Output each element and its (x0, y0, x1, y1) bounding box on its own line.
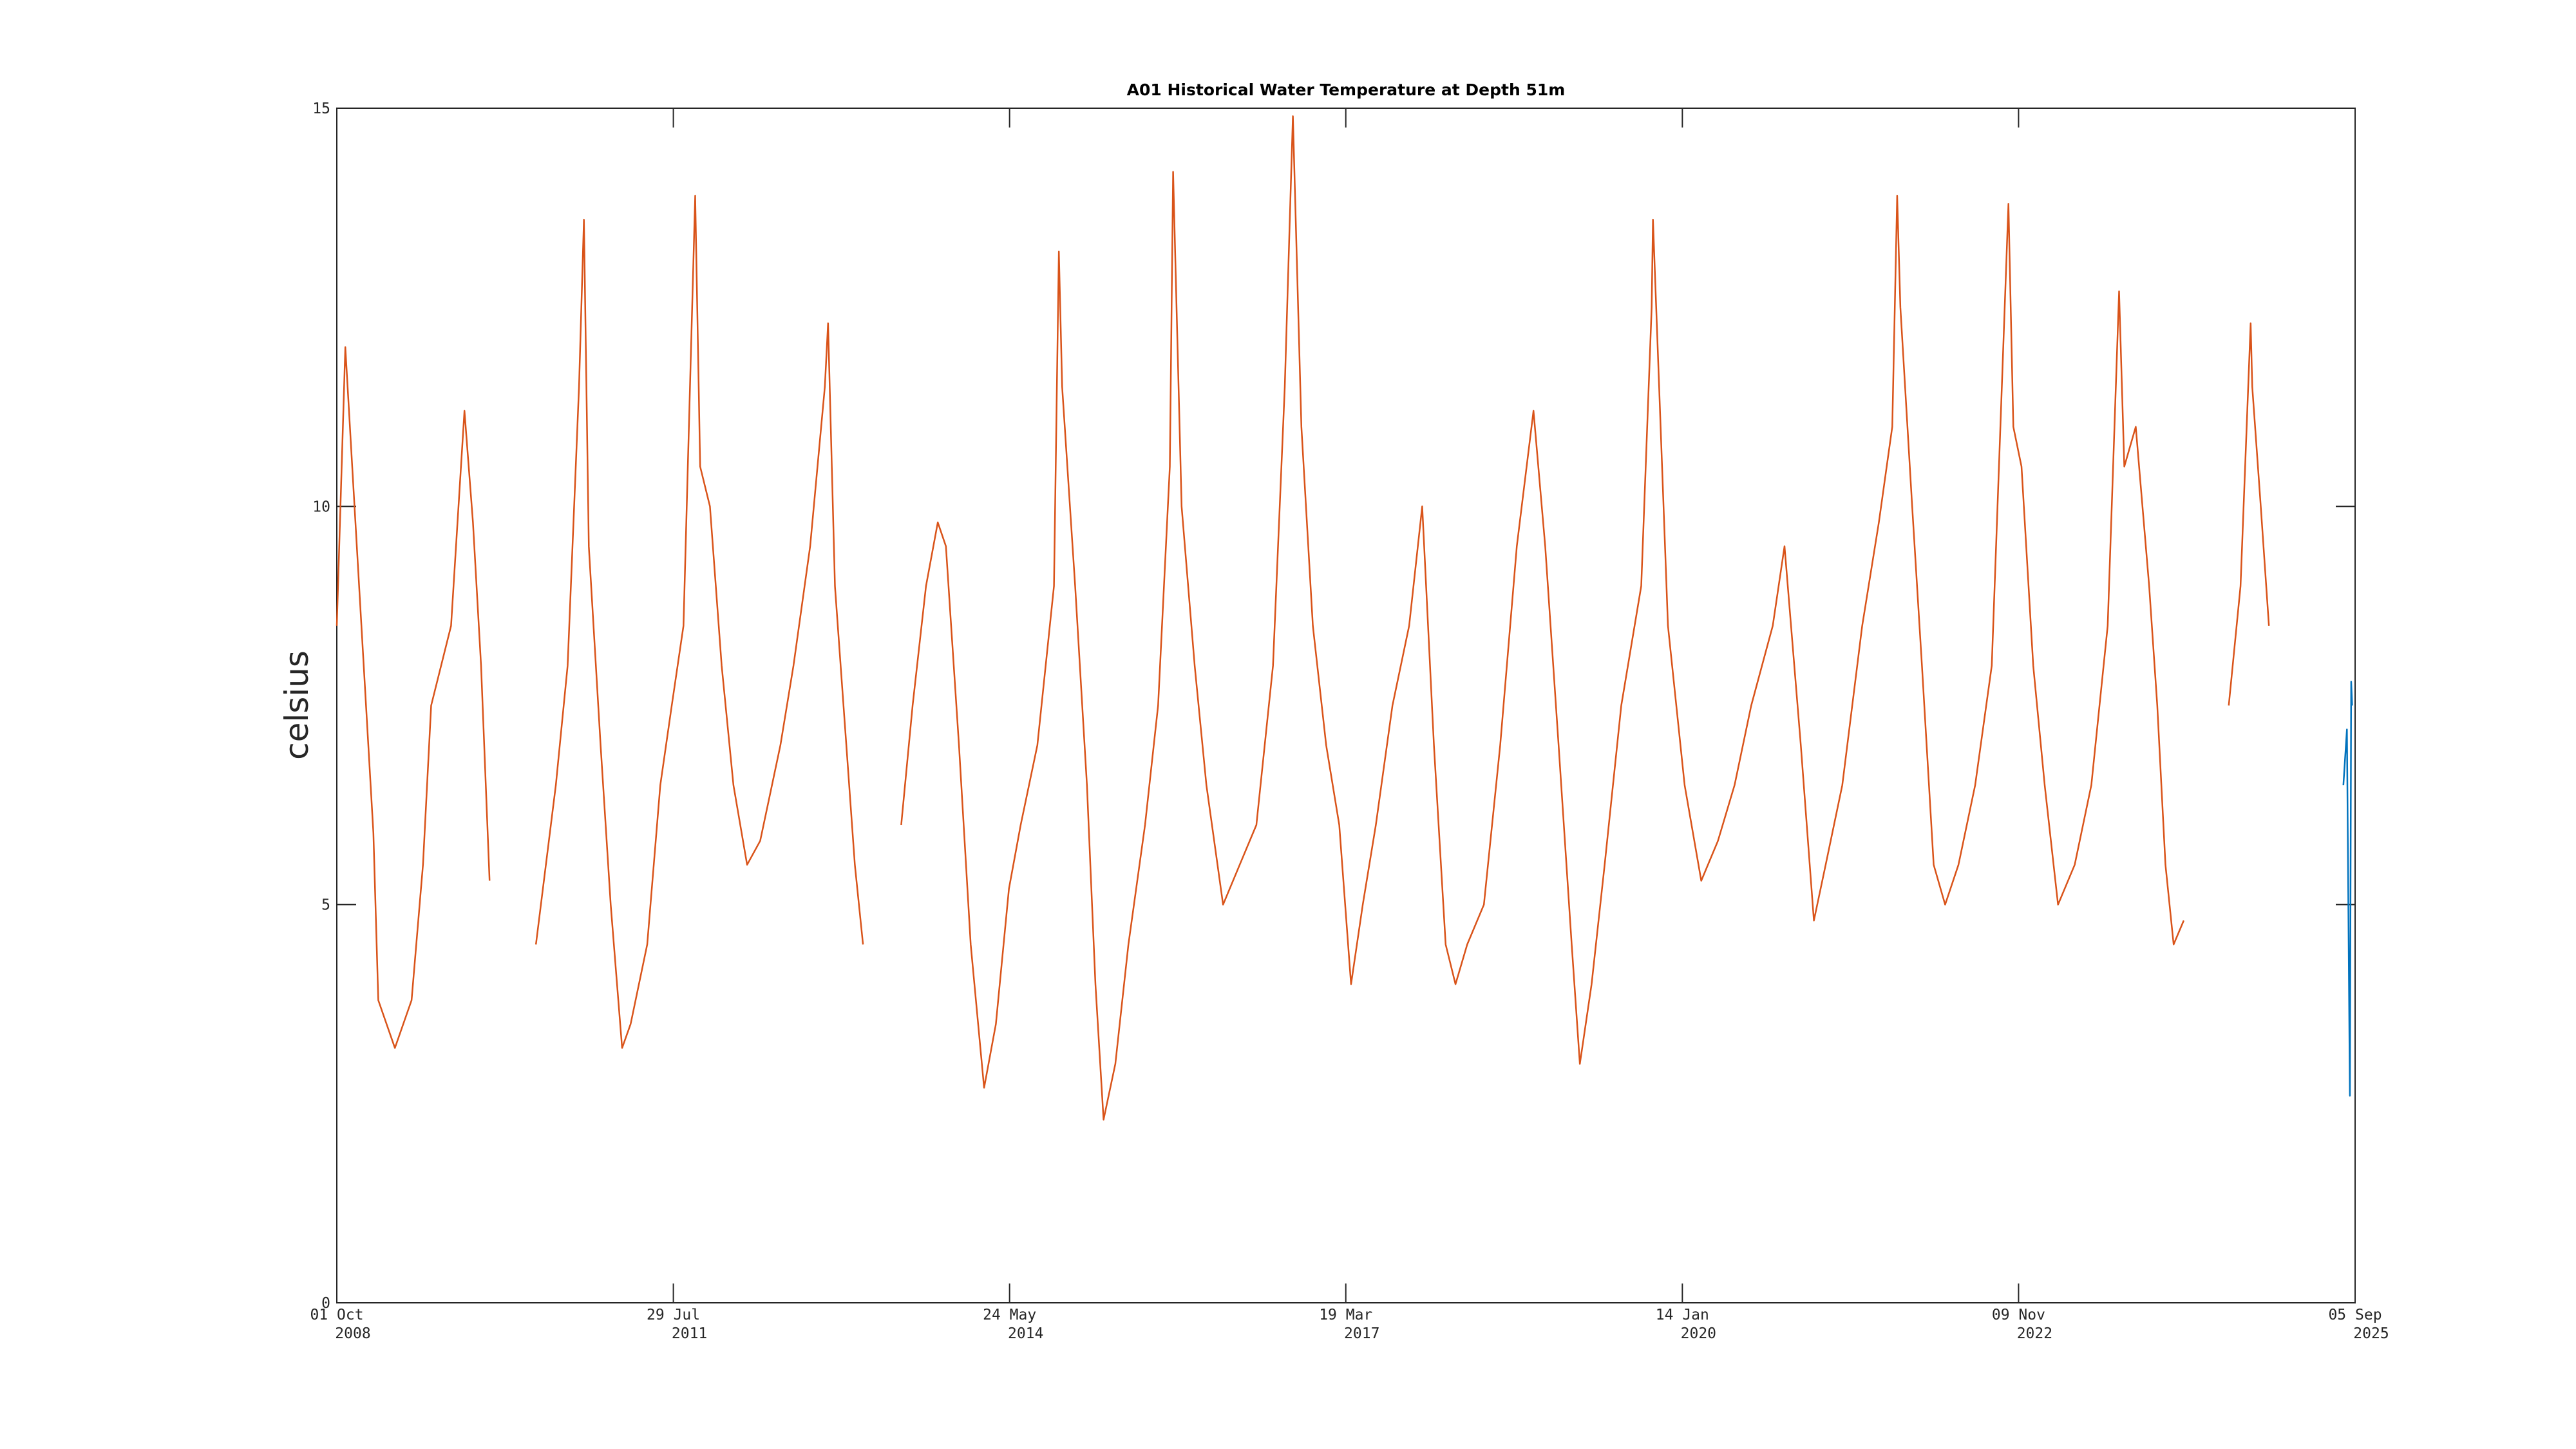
x-tick-label: 2011 (672, 1325, 707, 1342)
x-tick-label: 2025 (2353, 1325, 2389, 1342)
x-tick-label: 24 May (983, 1307, 1036, 1323)
x-tick-label: 2022 (2017, 1325, 2052, 1342)
x-tick-label: 05 Sep (2328, 1307, 2382, 1323)
x-tick-label: 29 Jul (647, 1307, 700, 1323)
x-tick-label: 01 Oct (310, 1307, 363, 1323)
x-tick-label: 19 Mar (1319, 1307, 1372, 1323)
y-tick-label: 0 (321, 1295, 330, 1312)
data-line (2342, 681, 2353, 1097)
x-tick-label: 2014 (1008, 1325, 1043, 1342)
x-tick-label: 2008 (335, 1325, 370, 1342)
y-tick-label: 15 (312, 100, 330, 117)
y-tick-label: 5 (321, 897, 330, 914)
x-tick-label: 2017 (1344, 1325, 1379, 1342)
y-axis-label: celsius (278, 650, 316, 760)
y-tick-label: 10 (312, 498, 330, 515)
x-tick-label: 09 Nov (1992, 1307, 2045, 1323)
data-line (336, 115, 2270, 1121)
x-tick-label: 14 Jan (1656, 1307, 1709, 1323)
x-tick-label: 2020 (1681, 1325, 1716, 1342)
chart-title: A01 Historical Water Temperature at Dept… (1127, 80, 1566, 99)
